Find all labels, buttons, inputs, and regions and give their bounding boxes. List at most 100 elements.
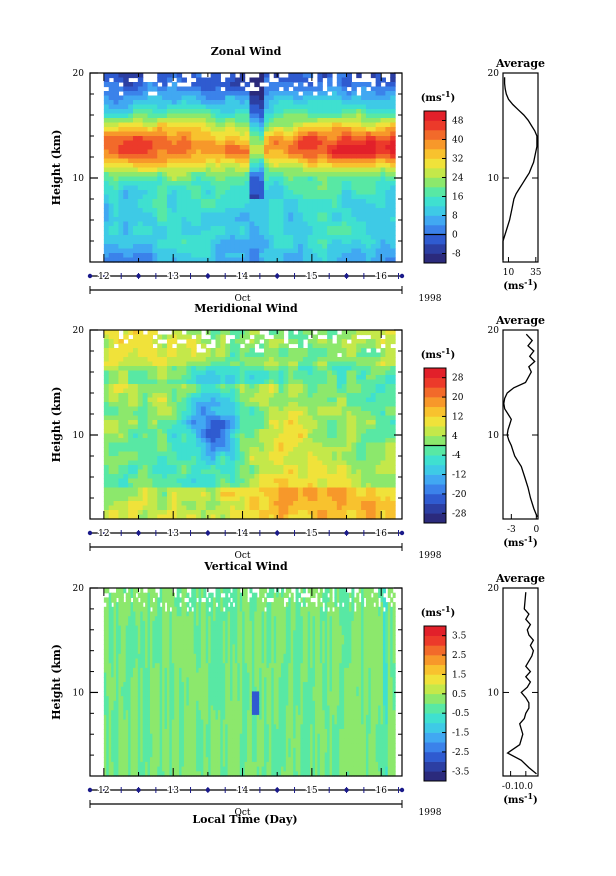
heatmap-cell <box>191 474 197 480</box>
heatmap-cell <box>103 474 110 480</box>
heatmap-cell <box>249 95 255 101</box>
heatmap-cell <box>375 95 382 101</box>
heatmap-cell <box>380 357 386 363</box>
heatmap-cell <box>118 402 124 408</box>
heatmap-cell <box>147 406 153 412</box>
heatmap-cell <box>205 122 212 128</box>
heatmap-cell <box>103 442 110 448</box>
heatmap-cell <box>331 221 338 227</box>
heatmap-cell <box>210 230 217 236</box>
heatmap-cell <box>244 199 251 205</box>
heatmap-cell <box>327 334 333 340</box>
heatmap-cell <box>186 451 192 457</box>
heatmap-cell <box>298 451 304 457</box>
heatmap-cell <box>181 185 187 191</box>
heatmap-cell <box>312 208 319 214</box>
heatmap-cell <box>361 492 367 498</box>
heatmap-cell <box>264 505 270 511</box>
heatmap-cell <box>361 370 367 376</box>
heatmap-cell <box>356 230 362 236</box>
heatmap-cell <box>390 352 396 358</box>
heatmap-cell <box>288 91 294 97</box>
heatmap-cell <box>215 429 221 435</box>
heatmap-cell <box>230 505 236 511</box>
heatmap-cell <box>171 203 178 209</box>
heatmap-cell <box>166 253 173 259</box>
heatmap-cell <box>356 185 362 191</box>
heatmap-cell <box>157 366 163 372</box>
heatmap-cell <box>312 140 319 146</box>
heatmap-cell <box>341 113 348 119</box>
heatmap-cell <box>103 510 110 516</box>
heatmap-cell <box>244 158 251 164</box>
heatmap-cell <box>268 82 275 88</box>
heatmap-cell <box>327 253 333 259</box>
heatmap-cell <box>375 140 382 146</box>
heatmap-cell <box>132 514 139 520</box>
heatmap-cell <box>380 438 386 444</box>
heatmap-cell <box>336 167 343 173</box>
heatmap-cell <box>259 406 265 412</box>
heatmap-cell <box>341 185 348 191</box>
heatmap-cell <box>210 411 217 417</box>
heatmap-cell <box>365 221 372 227</box>
heatmap-cell <box>264 397 270 403</box>
heatmap-cell <box>152 447 158 453</box>
heatmap-cell <box>113 190 120 196</box>
heatmap-cell <box>293 73 299 79</box>
heatmap-cell <box>205 113 212 119</box>
heatmap-cell <box>365 429 372 435</box>
heatmap-cell <box>283 496 289 502</box>
heatmap-cell <box>288 145 294 151</box>
colorbar-segment <box>424 215 446 226</box>
heatmap-cell <box>103 163 110 169</box>
heatmap-cell <box>327 100 333 106</box>
heatmap-cell <box>278 257 285 263</box>
heatmap-cell <box>336 217 343 223</box>
heatmap-cell <box>351 149 357 155</box>
heatmap-cell <box>142 393 149 399</box>
heatmap-cell <box>205 451 212 457</box>
heatmap-cell <box>317 433 323 439</box>
heatmap-cell <box>249 402 255 408</box>
heatmap-cell <box>132 474 139 480</box>
heatmap-cell <box>336 199 343 205</box>
heatmap-cell <box>196 505 202 511</box>
heatmap-cell <box>239 474 246 480</box>
heatmap-cell <box>351 447 357 453</box>
heatmap-cell <box>264 176 270 182</box>
heatmap-cell <box>123 424 129 430</box>
heatmap-cell <box>210 334 217 340</box>
heatmap-cell <box>186 343 192 349</box>
heatmap-cell <box>302 221 309 227</box>
heatmap-cell <box>283 257 289 263</box>
heatmap-cell <box>196 370 202 376</box>
heatmap-cell <box>225 483 231 489</box>
heatmap-cell <box>264 451 270 457</box>
heatmap-cell <box>200 415 207 421</box>
heatmap-cell <box>370 91 377 97</box>
heatmap-cell <box>210 424 217 430</box>
heatmap-cell <box>351 460 357 466</box>
heatmap-cell <box>307 375 314 381</box>
heatmap-cell <box>254 185 260 191</box>
heatmap-cell <box>249 140 255 146</box>
heatmap-cell <box>239 230 246 236</box>
heatmap-cell <box>317 136 323 142</box>
heatmap-cell <box>244 131 251 137</box>
heatmap-cell <box>293 478 299 484</box>
heatmap-cell <box>331 154 338 160</box>
heatmap-cell <box>147 244 153 250</box>
heatmap-cell <box>375 402 382 408</box>
heatmap-cell <box>103 172 110 178</box>
heatmap-cell <box>327 176 333 182</box>
heatmap-cell <box>142 370 149 376</box>
heatmap-cell <box>108 496 115 502</box>
heatmap-cell <box>234 91 241 97</box>
heatmap-cell <box>273 239 280 245</box>
heatmap-cell <box>356 127 362 133</box>
heatmap-cell <box>346 158 352 164</box>
heatmap-cell <box>327 230 333 236</box>
heatmap-cell <box>108 230 115 236</box>
heatmap-cell <box>176 415 183 421</box>
